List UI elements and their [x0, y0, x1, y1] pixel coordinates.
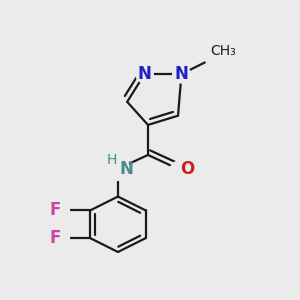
Circle shape [56, 231, 69, 245]
Text: F: F [50, 229, 61, 247]
Text: H: H [106, 153, 117, 167]
Text: O: O [180, 160, 194, 178]
Text: N: N [138, 65, 152, 83]
Circle shape [173, 65, 190, 83]
Circle shape [106, 157, 130, 180]
Text: N: N [175, 65, 188, 83]
Circle shape [56, 203, 69, 217]
Circle shape [171, 161, 185, 176]
Circle shape [136, 65, 153, 83]
Text: F: F [50, 201, 61, 219]
Circle shape [206, 57, 213, 64]
Text: N: N [119, 160, 133, 178]
Text: CH₃: CH₃ [210, 44, 236, 58]
